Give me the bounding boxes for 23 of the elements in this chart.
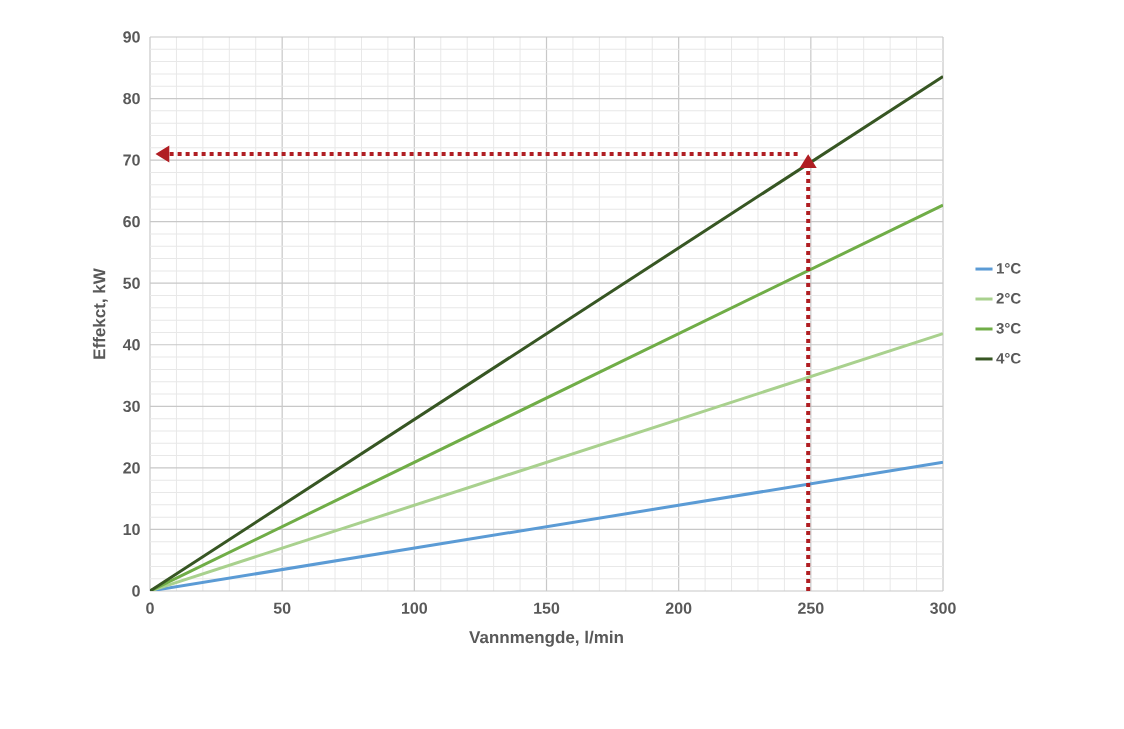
x-axis-title: Vannmengde, l/min [469,630,623,647]
x-tick-label: 0 [146,602,154,614]
legend-label: 3°C [996,323,1021,334]
x-tick-label: 200 [665,602,692,614]
legend-label: 1°C [996,263,1021,274]
x-tick-label: 150 [534,602,560,614]
y-tick-label: 10 [123,523,140,536]
y-tick-label: 50 [123,277,140,289]
y-tick-label: 80 [123,92,140,105]
y-tick-label: 70 [123,154,140,166]
y-tick-label: 40 [122,339,140,351]
x-tick-label: 300 [930,602,956,614]
legend-label: 4°C [996,352,1021,364]
y-tick-label: 30 [123,400,140,412]
legend-label: 2°C [996,293,1021,304]
y-tick-label: 20 [123,462,140,474]
y-tick-label: 0 [132,585,140,597]
x-tick-label: 250 [798,602,824,614]
y-tick-label: 90 [123,31,140,43]
x-tick-label: 100 [401,602,428,614]
x-tick-label: 50 [273,602,291,614]
y-tick-label: 60 [123,216,140,228]
y-axis-title: Effekct, kW [92,268,108,359]
